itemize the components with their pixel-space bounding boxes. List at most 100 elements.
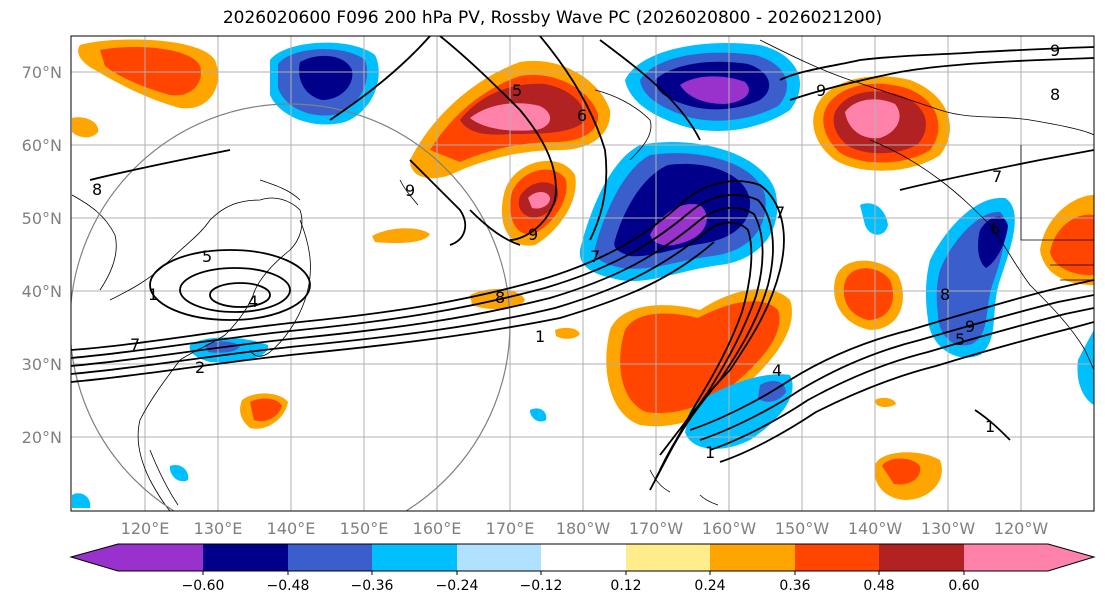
contour-label: 9 — [1050, 41, 1060, 60]
contour-label: 9 — [528, 225, 538, 244]
lon-tick-label: 170°W — [629, 519, 684, 538]
lat-tick-label: 20°N — [22, 428, 62, 447]
lon-tick-label: 130°W — [921, 519, 976, 538]
anomaly-negative — [170, 464, 189, 482]
anomaly-negative — [1077, 330, 1094, 405]
colorbar-swatch — [710, 544, 795, 571]
anomaly-negative — [860, 203, 888, 235]
lat-tick-label: 70°N — [22, 63, 62, 82]
contour-label: 5 — [512, 81, 522, 100]
anomaly-negative — [299, 55, 353, 100]
lon-tick-label: 160°E — [413, 519, 462, 538]
lon-tick-label: 180°W — [556, 519, 611, 538]
map-frame — [70, 35, 1095, 512]
anomaly-positive — [72, 117, 99, 138]
colorbar-tick-label: 0.60 — [948, 578, 979, 594]
colorbar-swatch — [879, 544, 964, 571]
reference-circle — [71, 103, 511, 511]
lon-tick-label: 120°E — [121, 519, 170, 538]
contour-label: 8 — [940, 285, 950, 304]
colorbar-swatch — [1048, 544, 1094, 571]
anomaly-negative — [530, 408, 547, 422]
lat-tick-label: 60°N — [22, 136, 62, 155]
lon-tick-label: 150°W — [775, 519, 830, 538]
pv-contours — [71, 36, 1094, 491]
lon-tick-label: 140°E — [267, 519, 316, 538]
contour-label: 5 — [202, 247, 212, 266]
lon-tick-label: 150°E — [340, 519, 389, 538]
contour-label: 9 — [405, 181, 415, 200]
contour-label: 9 — [816, 81, 826, 100]
lat-tick-label: 30°N — [22, 355, 62, 374]
contour-label: 7 — [775, 203, 785, 222]
contour-label: 7 — [992, 167, 1002, 186]
contour-label: 7 — [130, 335, 140, 354]
anomaly-positive — [882, 458, 921, 485]
colorbar-ticks — [202, 571, 965, 575]
contour-label: 1 — [535, 327, 545, 346]
contour-label: 8 — [1050, 85, 1060, 104]
lat-tick-label: 50°N — [22, 209, 62, 228]
anomaly-negative — [650, 204, 707, 246]
anomaly-positive — [1050, 214, 1094, 276]
anomaly-positive — [528, 192, 550, 209]
anomaly-positive — [555, 327, 580, 339]
contour-label: 4 — [248, 292, 258, 311]
anomaly-positive — [620, 301, 780, 413]
colorbar-swatch — [795, 544, 879, 571]
colorbar-swatch — [71, 544, 118, 571]
contour-label: 7 — [590, 247, 600, 266]
anomaly-positive — [372, 228, 430, 244]
colorbar-tick-label: −0.36 — [351, 578, 394, 594]
colorbar-outline — [69, 543, 1096, 572]
colorbar-swatch — [457, 544, 541, 571]
colorbar-tick-label: −0.60 — [182, 578, 225, 594]
colorbar: −0.60 −0.48 −0.36 −0.24 −0.12 0.12 0.24 … — [69, 543, 1096, 594]
anomaly-negative — [680, 76, 749, 104]
lon-tick-label: 140°W — [848, 519, 903, 538]
colorbar-swatch — [626, 544, 710, 571]
contour-label: 9 — [965, 317, 975, 336]
anomaly-positive — [250, 398, 282, 422]
contour-label: 1 — [985, 417, 995, 436]
gridlines — [71, 36, 1094, 511]
lat-tick-label: 40°N — [22, 282, 62, 301]
anomaly-positive — [100, 47, 201, 96]
anomaly-negative — [72, 493, 91, 508]
lon-tick-label: 170°E — [486, 519, 535, 538]
lon-tick-label: 160°W — [702, 519, 757, 538]
colorbar-tick-label: −0.24 — [436, 578, 479, 594]
contour-label: 6 — [990, 219, 1000, 238]
coastlines — [71, 39, 1094, 511]
colorbar-tick-label: −0.48 — [267, 578, 310, 594]
contour-label: 1 — [148, 285, 158, 304]
colorbar-swatch — [964, 544, 1048, 571]
map-panel: 5 4 7 2 1 5 6 9 9 7 8 7 1 1 4 9 8 7 8 5 … — [71, 36, 1094, 511]
colorbar-tick-label: 0.36 — [779, 578, 810, 594]
colorbar-tick-label: 0.48 — [863, 578, 894, 594]
anomaly-positive — [845, 99, 900, 139]
contour-label: 8 — [92, 180, 102, 199]
contour-label: 8 — [495, 288, 505, 307]
anomaly-positive — [843, 268, 894, 320]
lon-axis: 120°E 130°E 140°E 150°E 160°E 170°E 180°… — [121, 519, 1049, 538]
colorbar-tick-label: −0.12 — [520, 578, 563, 594]
lat-axis: 70°N 60°N 50°N 40°N 30°N 20°N — [22, 63, 62, 447]
colorbar-swatch — [118, 544, 203, 571]
map-title: 2026020600 F096 200 hPa PV, Rossby Wave … — [222, 8, 883, 28]
contour-label: 2 — [195, 358, 205, 377]
lon-tick-label: 120°W — [994, 519, 1049, 538]
contour-label: 1 — [705, 443, 715, 462]
colorbar-swatch — [203, 544, 288, 571]
anomaly-positive — [875, 397, 896, 407]
colorbar-tick-label: 0.12 — [610, 578, 641, 594]
colorbar-swatch — [541, 544, 626, 571]
contour-label: 5 — [955, 330, 965, 349]
contour-label: 6 — [577, 106, 587, 125]
colorbar-swatch — [288, 544, 372, 571]
contour-labels: 5 4 7 2 1 5 6 9 9 7 8 7 1 1 4 9 8 7 8 5 … — [92, 41, 1060, 462]
colorbar-tick-label: 0.24 — [694, 578, 725, 594]
colorbar-swatch — [372, 544, 457, 571]
anomaly-negative — [978, 216, 1008, 268]
